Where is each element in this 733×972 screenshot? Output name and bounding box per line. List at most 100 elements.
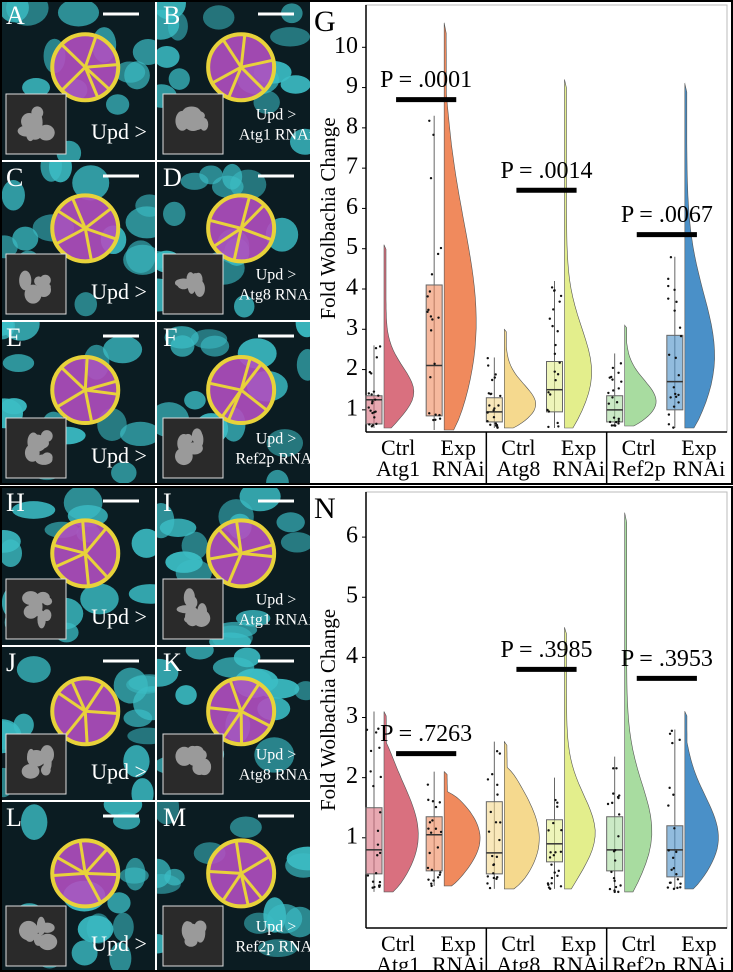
jitter-dot [436, 252, 440, 256]
jitter-dot [557, 425, 560, 428]
jitter-dot [436, 876, 440, 879]
jitter-dot [550, 882, 553, 885]
jitter-dot [556, 373, 560, 376]
micrograph-image [0, 802, 155, 972]
nucleus [168, 68, 190, 90]
nucleus [167, 12, 188, 41]
jitter-dot [374, 872, 378, 875]
jitter-dot [613, 890, 616, 894]
jitter-dot [499, 821, 502, 824]
nucleus [131, 778, 154, 800]
jitter-dot [494, 821, 498, 824]
x-condition-label: Ctrl [622, 435, 656, 460]
jitter-dot [427, 308, 430, 312]
jitter-dot [491, 854, 494, 858]
jitter-dot [672, 887, 676, 891]
y-tick-label: 5 [346, 583, 358, 609]
figure-border [0, 486, 733, 972]
x-category-label: Ref2p [612, 952, 666, 972]
jitter-dot [612, 850, 616, 853]
nucleus [107, 892, 131, 914]
jitter-dot [490, 378, 494, 382]
jitter-dot [371, 880, 375, 883]
p-value-label: P = .0067 [621, 202, 713, 228]
membrane [78, 841, 87, 874]
membrane-ring [50, 32, 121, 103]
jitter-dot [491, 773, 494, 776]
inset-blob [28, 288, 42, 298]
panel-letter: L [6, 803, 22, 832]
jitter-dot [670, 729, 674, 733]
jitter-dot [434, 413, 437, 416]
violin [443, 22, 477, 431]
nucleus [235, 609, 271, 627]
jitter-dot [368, 423, 371, 426]
membrane-ring [50, 676, 121, 747]
membrane [83, 553, 90, 586]
membrane [57, 209, 87, 230]
jitter-dot [619, 362, 623, 365]
jitter-dot [667, 297, 670, 300]
jitter-dot [553, 370, 556, 373]
jitter-dot [617, 419, 620, 423]
nucleus [296, 349, 310, 381]
membrane [83, 228, 93, 261]
violin [443, 771, 481, 887]
nucleus [63, 487, 103, 520]
jitter-dot [674, 392, 677, 396]
jitter-dot [369, 409, 372, 412]
membrane [84, 226, 116, 241]
panel-letter: F [163, 323, 177, 352]
inset-blob [179, 120, 192, 129]
nucleus [280, 75, 310, 94]
jitter-dot [378, 811, 382, 814]
jitter-dot [432, 133, 435, 137]
jitter-dot [677, 374, 680, 377]
nucleus [112, 912, 134, 942]
jitter-dot [551, 324, 554, 328]
jitter-dot [546, 408, 549, 412]
nucleus [239, 487, 281, 512]
jitter-dot [434, 827, 438, 830]
membrane-ring [206, 676, 277, 747]
x-condition-label: Exp [561, 435, 596, 460]
nucleus [123, 745, 150, 778]
nucleus [202, 5, 235, 30]
jitter-dot [492, 876, 496, 880]
jitter-dot [554, 798, 557, 802]
jitter-dot [610, 424, 614, 427]
membrane [85, 871, 118, 877]
jitter-dot [612, 792, 615, 795]
jitter-dot [375, 422, 378, 426]
box [606, 816, 624, 872]
jitter-dot [550, 286, 554, 289]
nucleus [11, 501, 56, 519]
jitter-dot [672, 405, 676, 408]
nucleus [270, 27, 310, 47]
nucleus [184, 390, 206, 410]
jitter-dot [613, 859, 617, 862]
membrane-ring [206, 32, 277, 103]
jitter-dot [546, 882, 550, 885]
jitter-dot [667, 353, 671, 356]
jitter-dot [547, 829, 550, 832]
nucleus [0, 235, 18, 259]
membrane [84, 527, 107, 555]
nucleus [48, 162, 72, 183]
box [425, 284, 443, 417]
nucleus [74, 292, 98, 317]
jitter-dot [608, 420, 612, 424]
x-condition-label: Exp [681, 931, 716, 956]
micrograph-image [157, 0, 310, 160]
jitter-dot [498, 838, 501, 842]
jitter-dot [496, 426, 499, 429]
membrane [218, 528, 243, 555]
micrograph: M Upd > Ref2p RNAi [157, 802, 317, 972]
nucleus [12, 226, 39, 251]
jitter-dot [487, 364, 490, 367]
micrograph: D Upd > Atg8 RNAi [157, 162, 314, 320]
panel-caption: Atg8 RNAi [239, 287, 314, 304]
jitter-dot [554, 343, 557, 347]
jitter-dot [432, 879, 435, 882]
membrane [240, 226, 272, 241]
